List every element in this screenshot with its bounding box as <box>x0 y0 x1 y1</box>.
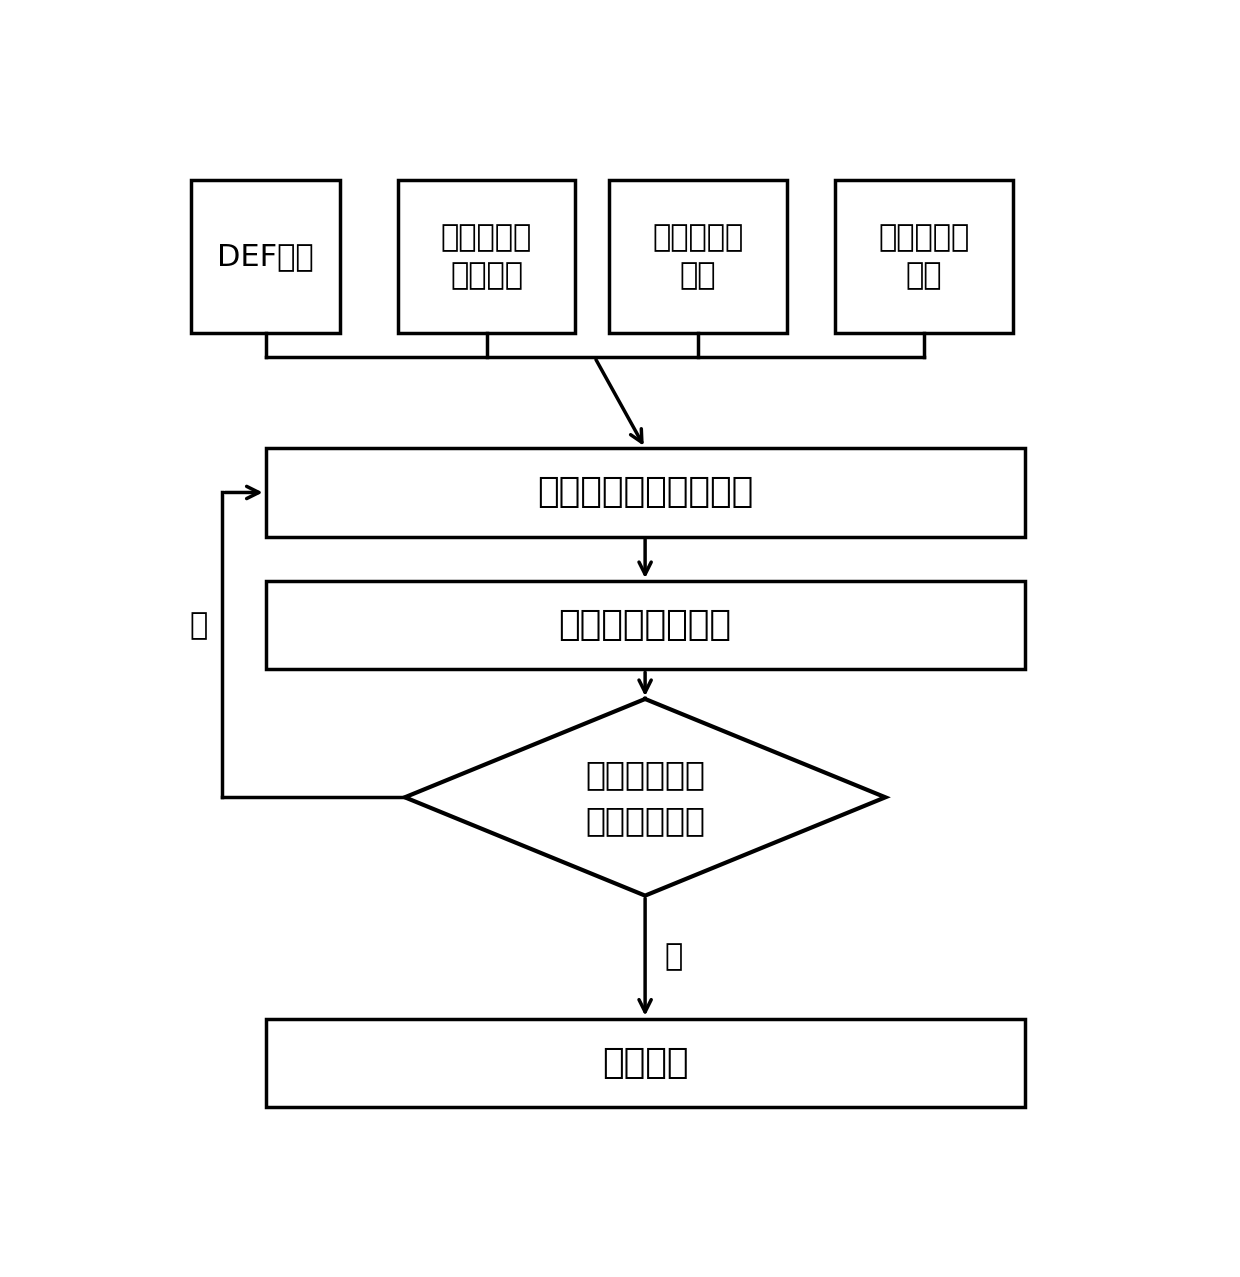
Polygon shape <box>404 699 885 895</box>
Text: 判断原始设计
数据是否正确: 判断原始设计 数据是否正确 <box>585 757 706 836</box>
Text: 中继器指导
文件: 中继器指导 文件 <box>652 223 744 290</box>
Bar <box>191 180 340 333</box>
Text: 否: 否 <box>190 610 208 640</box>
Text: 配置和调整
文件: 配置和调整 文件 <box>878 223 970 290</box>
Bar <box>835 180 1013 333</box>
Bar <box>265 1019 1024 1107</box>
Bar <box>265 448 1024 536</box>
Text: 获得获得原始设计数据: 获得获得原始设计数据 <box>537 475 753 510</box>
Bar <box>609 180 787 333</box>
Text: 原始设计数据检查: 原始设计数据检查 <box>558 608 732 642</box>
Bar <box>398 180 575 333</box>
Text: 下一流程: 下一流程 <box>601 1046 688 1080</box>
Text: 是: 是 <box>665 942 682 972</box>
Text: 子模块连接
关系文件: 子模块连接 关系文件 <box>441 223 532 290</box>
Bar <box>265 581 1024 669</box>
Text: DEF文件: DEF文件 <box>217 241 314 271</box>
